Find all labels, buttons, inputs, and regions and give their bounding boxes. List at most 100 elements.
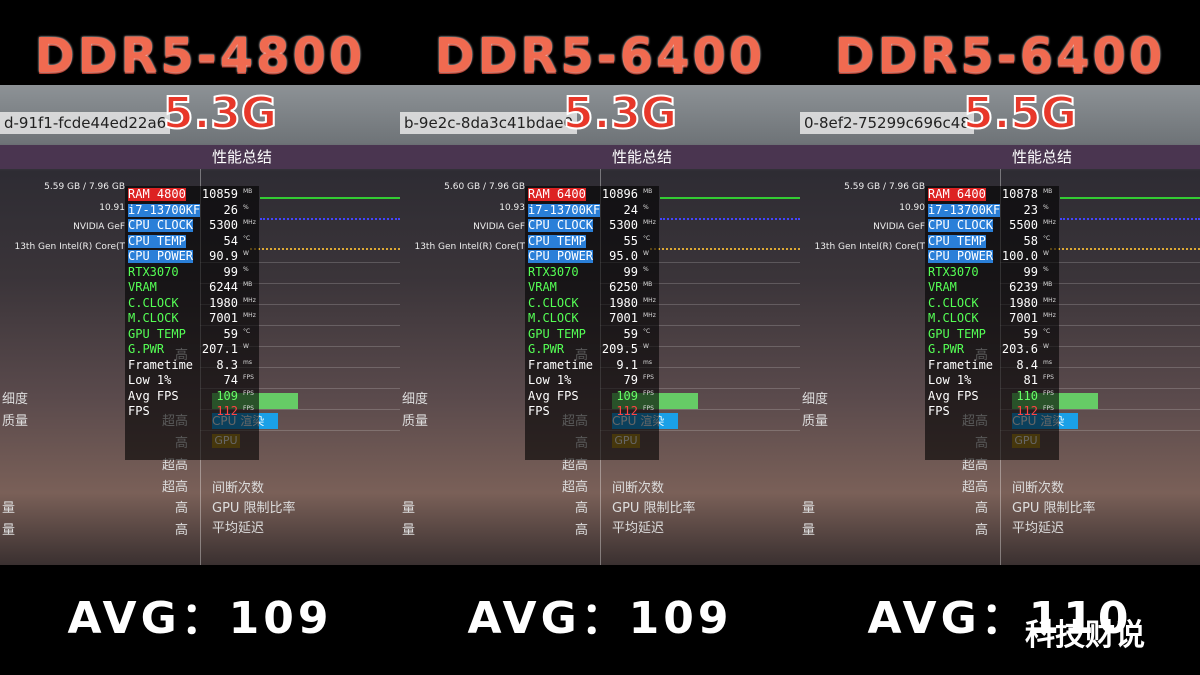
osd-value: 59 xyxy=(1023,326,1038,341)
setting-value: 超高 xyxy=(961,480,988,495)
osd-unit: FPS xyxy=(243,389,254,397)
osd-label: CPU CLOCK xyxy=(528,218,594,232)
osd-value: 95.0 xyxy=(609,249,638,263)
osd-label: Frametime xyxy=(128,357,194,372)
osd-label: RTX3070 xyxy=(128,264,179,279)
osd-value: 207.1 xyxy=(201,342,238,356)
grid-line xyxy=(600,367,800,368)
id-text: b-9e2c-8da3c41bdae0 xyxy=(400,112,578,134)
stat-label: 平均延迟 xyxy=(212,521,265,536)
osd-unit: ms xyxy=(243,358,252,366)
osd-value: 112 xyxy=(216,404,238,418)
grid-line xyxy=(600,262,800,263)
osd-unit: MHz xyxy=(243,312,256,319)
info-line: 13th Gen Intel(R) Core(T xyxy=(814,242,925,252)
osd-unit: ms xyxy=(1043,358,1052,366)
osd-unit: % xyxy=(643,265,649,273)
info-line: 10.91 xyxy=(99,203,125,213)
osd-unit: W xyxy=(643,343,649,350)
graph-line xyxy=(250,248,400,262)
setting-label: 细度 xyxy=(2,392,29,407)
osd-unit: °C xyxy=(1043,327,1051,335)
graph-line xyxy=(260,197,400,199)
setting-label: 量 xyxy=(402,523,416,538)
title: DDR5-6400 xyxy=(434,28,766,84)
info-line: 5.59 GB / 7.96 GB xyxy=(844,182,925,192)
osd-unit: W xyxy=(643,250,649,257)
osd-value: 5300 xyxy=(209,218,238,232)
osd-unit: MHz xyxy=(1043,219,1056,226)
setting-label: 细度 xyxy=(402,392,429,407)
info-line: 10.93 xyxy=(499,203,525,213)
osd-label: GPU TEMP xyxy=(528,326,586,341)
info-line: 5.60 GB / 7.96 GB xyxy=(444,182,525,192)
osd-label: G.PWR xyxy=(528,342,565,356)
osd-unit: MHz xyxy=(243,296,256,304)
setting-value: 超高 xyxy=(161,480,188,495)
osd-label: FPS xyxy=(128,404,150,418)
osd-value: 112 xyxy=(1016,404,1038,418)
osd-label: i7-13700KF xyxy=(528,202,601,217)
osd-label: C.CLOCK xyxy=(128,295,179,310)
grid-line xyxy=(600,304,800,305)
osd-unit: FPS xyxy=(643,389,654,397)
osd-value: 1980 xyxy=(609,295,638,310)
frequency: 5.3G xyxy=(562,87,678,140)
osd-value: 1980 xyxy=(1009,295,1038,310)
osd-label: VRAM xyxy=(528,280,557,294)
grid-line xyxy=(1000,262,1200,263)
setting-label: 质量 xyxy=(402,414,429,429)
info-line: 13th Gen Intel(R) Core(T xyxy=(414,242,525,252)
osd-label: FPS xyxy=(528,404,550,418)
osd-value: 100.0 xyxy=(1001,249,1038,263)
graph-line xyxy=(1060,218,1200,234)
info-line: 10.90 xyxy=(899,203,925,213)
osd-value: 6250 xyxy=(609,280,638,294)
osd-unit: ms xyxy=(643,358,652,366)
osd-label: Avg FPS xyxy=(128,388,179,403)
watermark: 科技财说 xyxy=(1025,618,1145,653)
info-line: NVIDIA GeF xyxy=(73,222,125,232)
stat-label: 平均延迟 xyxy=(1012,521,1065,536)
osd-value: 74 xyxy=(223,373,238,387)
setting-value: 超高 xyxy=(561,480,588,495)
graph-line xyxy=(1060,197,1200,199)
osd-label: VRAM xyxy=(128,280,157,294)
setting-value: 超高 xyxy=(561,458,588,473)
osd-label: FPS xyxy=(928,404,950,418)
osd-unit: °C xyxy=(1043,234,1051,242)
osd-value: 26 xyxy=(223,202,238,217)
osd-value: 10859 xyxy=(201,187,238,201)
osd-unit: % xyxy=(643,203,649,211)
osd-label: C.CLOCK xyxy=(928,295,979,310)
osd-unit: °C xyxy=(643,327,651,335)
osd-value: 5500 xyxy=(1009,218,1038,232)
osd-unit: MHz xyxy=(1043,312,1056,319)
osd-label: Low 1% xyxy=(128,373,172,387)
osd-value: 9.1 xyxy=(616,357,638,372)
osd-label: C.CLOCK xyxy=(528,295,579,310)
osd-unit: °C xyxy=(643,234,651,242)
osd-value: 79 xyxy=(623,373,638,387)
osd-unit: FPS xyxy=(243,374,254,381)
osd-unit: MB xyxy=(643,188,653,195)
osd-value: 99 xyxy=(1023,264,1038,279)
osd-label: M.CLOCK xyxy=(128,311,179,325)
osd-value: 203.6 xyxy=(1001,342,1038,356)
osd-unit: FPS xyxy=(1043,374,1054,381)
grid-line xyxy=(600,409,800,410)
osd-label: CPU CLOCK xyxy=(928,218,994,232)
grid-line xyxy=(200,346,400,347)
osd-label: i7-13700KF xyxy=(128,202,201,217)
avg-caption: AVG：110 xyxy=(867,593,1133,644)
osd-unit: % xyxy=(1043,203,1049,211)
grid-line xyxy=(600,325,800,326)
frequency: 5.3G xyxy=(162,87,278,140)
grid-line xyxy=(1000,283,1200,284)
stat-label: GPU 限制比率 xyxy=(612,501,696,516)
setting-value: 高 xyxy=(174,523,188,538)
grid-line xyxy=(1000,388,1200,389)
setting-value: 高 xyxy=(574,501,588,516)
osd-unit: MHz xyxy=(643,312,656,319)
